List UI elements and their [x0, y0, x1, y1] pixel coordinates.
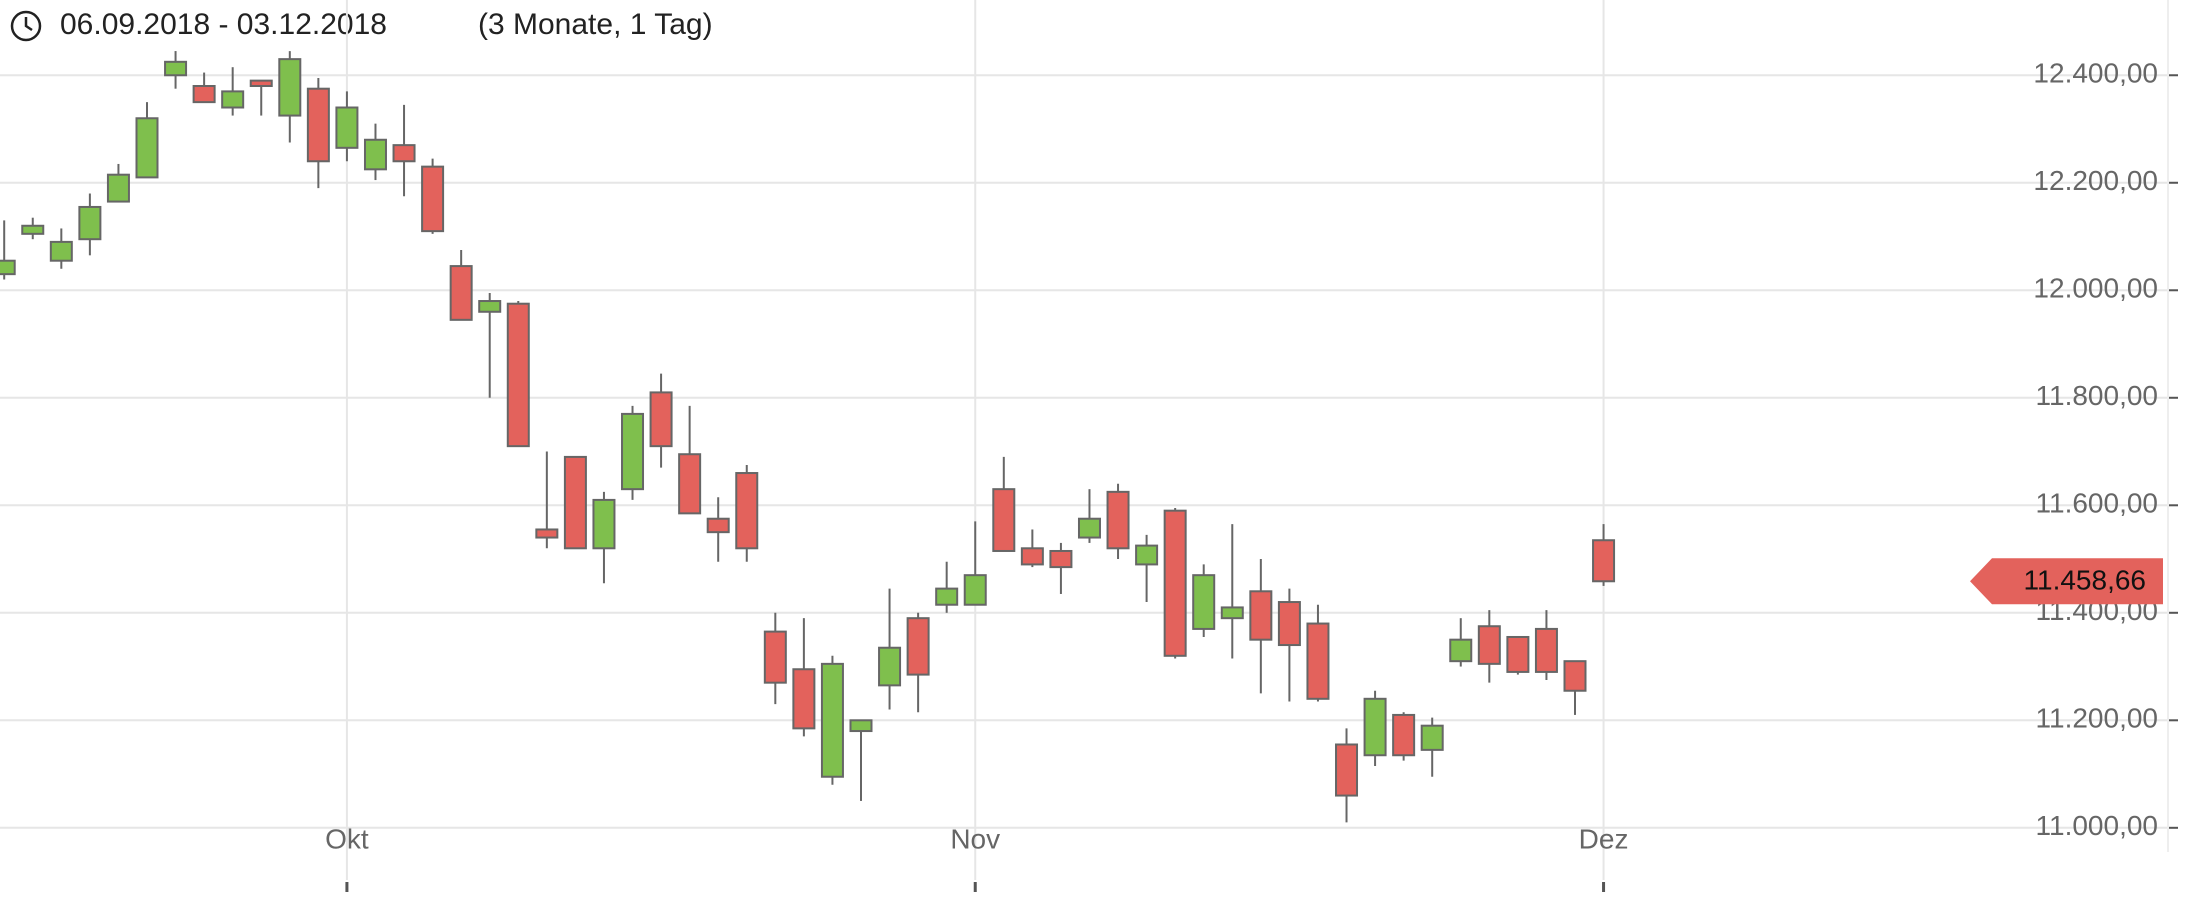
candle-body: [963, 574, 987, 606]
candle-body: [535, 528, 559, 539]
last-price-label: 11.458,66: [2024, 565, 2147, 596]
y-tick-label: 11.600,00: [2036, 488, 2159, 519]
candle-body: [1449, 638, 1473, 663]
candle-body: [392, 144, 416, 163]
candle-body: [1306, 622, 1330, 700]
candle-body: [935, 587, 959, 606]
candle-body: [820, 662, 844, 778]
candle-body: [1106, 490, 1130, 550]
candle-body: [478, 300, 502, 313]
candle-body: [906, 617, 930, 676]
candle-body: [278, 58, 302, 117]
candle-body: [506, 302, 530, 448]
candle-body: [221, 90, 245, 109]
candle-body: [563, 455, 587, 550]
candle-body: [164, 60, 188, 77]
clock-icon: [10, 10, 42, 42]
candle-body: [706, 517, 730, 534]
y-tick-label: 11.200,00: [2036, 703, 2159, 734]
y-tick-label: 12.400,00: [2033, 58, 2158, 89]
candle-body: [1220, 606, 1244, 620]
last-price-marker: [1970, 558, 2163, 605]
candle-body: [363, 138, 387, 171]
candle-body: [735, 472, 759, 550]
y-tick-label: 12.200,00: [2033, 165, 2158, 196]
date-range: 06.09.2018 - 03.12.2018: [60, 8, 387, 41]
candle-body: [649, 391, 673, 448]
y-tick-label: 12.000,00: [2033, 273, 2158, 304]
candle-body: [49, 240, 73, 262]
candle-body: [992, 488, 1016, 552]
candle-body: [1506, 635, 1530, 673]
candle-body: [192, 85, 216, 104]
candle-body: [763, 630, 787, 684]
y-tick-label: 11.800,00: [2036, 380, 2159, 411]
x-tick-label: Nov: [950, 823, 1000, 854]
x-tick-label: Dez: [1579, 823, 1629, 854]
candle-body: [335, 106, 359, 149]
candle-body: [106, 173, 130, 203]
candle-body: [249, 79, 273, 88]
candle-body: [1163, 509, 1187, 657]
period: (3 Monate, 1 Tag): [478, 8, 713, 41]
candle-body: [1392, 713, 1416, 757]
candle-body: [792, 668, 816, 730]
candle-body: [1420, 724, 1444, 751]
candle-body: [449, 265, 473, 321]
candle-body: [135, 117, 159, 179]
candle-body: [1277, 601, 1301, 647]
candle-body: [1049, 549, 1073, 569]
candle-body: [1192, 574, 1216, 630]
candle-body: [1477, 625, 1501, 665]
candle-body: [1592, 539, 1616, 583]
candle-body: [78, 205, 102, 241]
candle-body: [1020, 547, 1044, 566]
candle-body: [1563, 660, 1587, 692]
candle-body: [849, 719, 873, 733]
y-tick-label: 11.000,00: [2036, 810, 2159, 841]
candle-body: [0, 259, 16, 276]
candle-body: [1077, 517, 1101, 539]
candle-body: [592, 498, 616, 550]
candle-body: [21, 224, 45, 235]
candle-body: [1534, 627, 1558, 673]
candle-body: [1135, 544, 1159, 566]
candle-body: [621, 412, 645, 491]
candle-body: [678, 453, 702, 515]
x-tick-label: Okt: [325, 823, 369, 854]
candle-body: [878, 646, 902, 687]
candle-body: [306, 87, 330, 163]
candle-body: [1335, 743, 1359, 797]
candle-body: [421, 165, 445, 233]
candle-body: [1363, 697, 1387, 757]
candle-body: [1249, 590, 1273, 641]
